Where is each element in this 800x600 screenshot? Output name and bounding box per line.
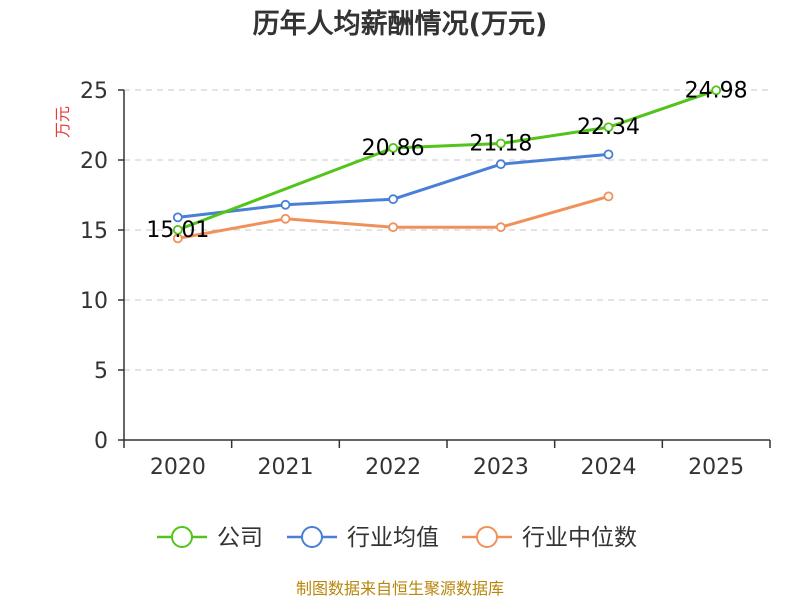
y-tick-label: 25 xyxy=(80,79,108,104)
data-point[interactable] xyxy=(495,138,506,149)
legend-item[interactable]: 公司 xyxy=(157,525,263,551)
y-tick-label: 0 xyxy=(94,429,108,454)
data-point[interactable] xyxy=(280,199,291,210)
data-point[interactable] xyxy=(172,224,183,235)
chart-title: 历年人均薪酬情况(万元) xyxy=(253,8,548,40)
legend-marker xyxy=(171,526,193,548)
data-labels: 15.01 20.86 21.18 22.34 24.98 xyxy=(146,78,747,243)
x-tick-label: 2023 xyxy=(473,455,529,480)
legend-item[interactable]: 行业均值 xyxy=(287,525,439,551)
series-lines xyxy=(172,85,722,244)
y-tick-label: 5 xyxy=(94,359,108,384)
data-point[interactable] xyxy=(603,122,614,133)
y-axis-label: 万元 xyxy=(53,106,72,138)
data-label: 15.01 xyxy=(146,218,209,243)
series-line-1 xyxy=(177,152,609,219)
data-point[interactable] xyxy=(495,159,506,170)
data-point[interactable] xyxy=(388,222,399,233)
data-label: 20.86 xyxy=(362,136,425,161)
x-tick-label: 2024 xyxy=(581,455,637,480)
legend[interactable]: 公司 行业均值 行业中位数 xyxy=(157,525,637,551)
data-point[interactable] xyxy=(280,213,291,224)
data-point[interactable] xyxy=(603,191,614,202)
data-label: 22.34 xyxy=(577,115,640,140)
legend-label: 公司 xyxy=(217,525,263,551)
data-label: 21.18 xyxy=(469,131,532,156)
x-tick-label: 2020 xyxy=(150,455,206,480)
legend-label: 行业中位数 xyxy=(522,525,637,551)
legend-label: 行业均值 xyxy=(347,525,439,551)
x-tick-label: 2022 xyxy=(365,455,421,480)
data-point[interactable] xyxy=(711,85,722,96)
grid-lines xyxy=(124,89,770,371)
source-note: 制图数据来自恒生聚源数据库 xyxy=(296,579,504,598)
y-tick-label: 10 xyxy=(80,289,108,314)
data-point[interactable] xyxy=(388,143,399,153)
y-tick-label: 15 xyxy=(80,219,108,244)
y-tick-label: 20 xyxy=(80,149,108,174)
x-tick-label: 2025 xyxy=(688,455,744,480)
legend-marker xyxy=(476,526,498,548)
data-point[interactable] xyxy=(495,222,506,233)
x-tick-label: 2021 xyxy=(258,455,314,480)
legend-marker xyxy=(301,526,323,548)
data-point[interactable] xyxy=(603,149,614,160)
legend-item[interactable]: 行业中位数 xyxy=(462,525,637,551)
data-point[interactable] xyxy=(172,212,183,223)
data-label: 24.98 xyxy=(685,78,748,103)
data-point[interactable] xyxy=(388,194,399,205)
